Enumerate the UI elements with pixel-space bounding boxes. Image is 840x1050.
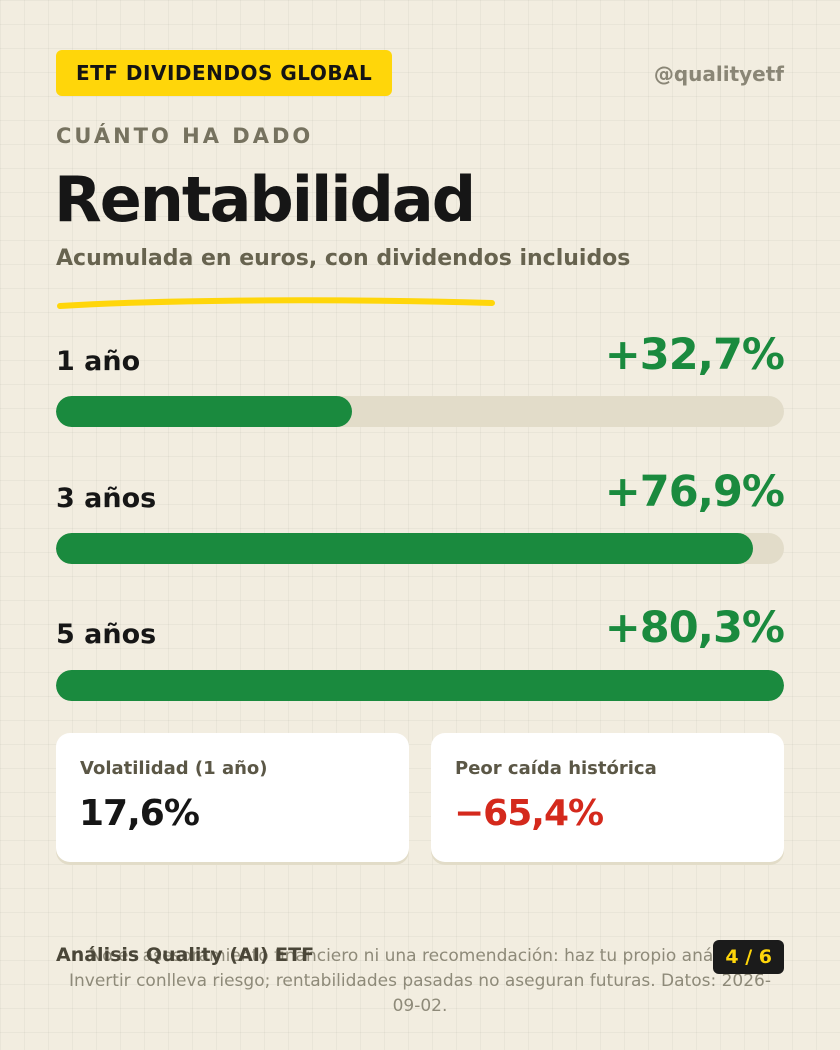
bar-label: 3 años [56,483,157,514]
bar-label: 5 años [56,619,157,650]
footer-brand: Análisis Quality (AI) ETF [56,944,315,966]
stat-label: Peor caída histórica [455,758,657,779]
page-indicator: 4 / 6 [713,940,784,974]
bar [56,533,754,564]
bar-value-label: +32,7% [604,330,785,380]
bar [56,670,784,701]
bar-value-label: +80,3% [604,603,785,653]
stat-value: 17,6% [79,793,200,834]
underline-squiggle [57,297,495,309]
bar-track [56,533,784,564]
stat-label: Volatilidad (1 año) [80,758,268,779]
page-subtitle: Acumulada en euros, con dividendos inclu… [56,246,631,271]
max-drawdown-card: Peor caída histórica −65,4% [431,733,784,862]
stat-value: −65,4% [454,793,604,834]
disclaimer-text: No es asesoramiento financiero ni una re… [69,946,771,1016]
bar [56,396,353,427]
page-title: Rentabilidad [54,163,476,236]
volatility-card: Volatilidad (1 año) 17,6% [56,733,409,862]
bar-track [56,396,784,427]
eyebrow-text: CUÁNTO HA DADO [56,124,314,148]
bar-label: 1 año [56,346,141,377]
bar-value-label: +76,9% [604,467,785,517]
category-badge: ETF DIVIDENDOS GLOBAL [56,50,393,96]
bar-track [56,670,784,701]
author-handle: @qualityetf [653,62,784,86]
